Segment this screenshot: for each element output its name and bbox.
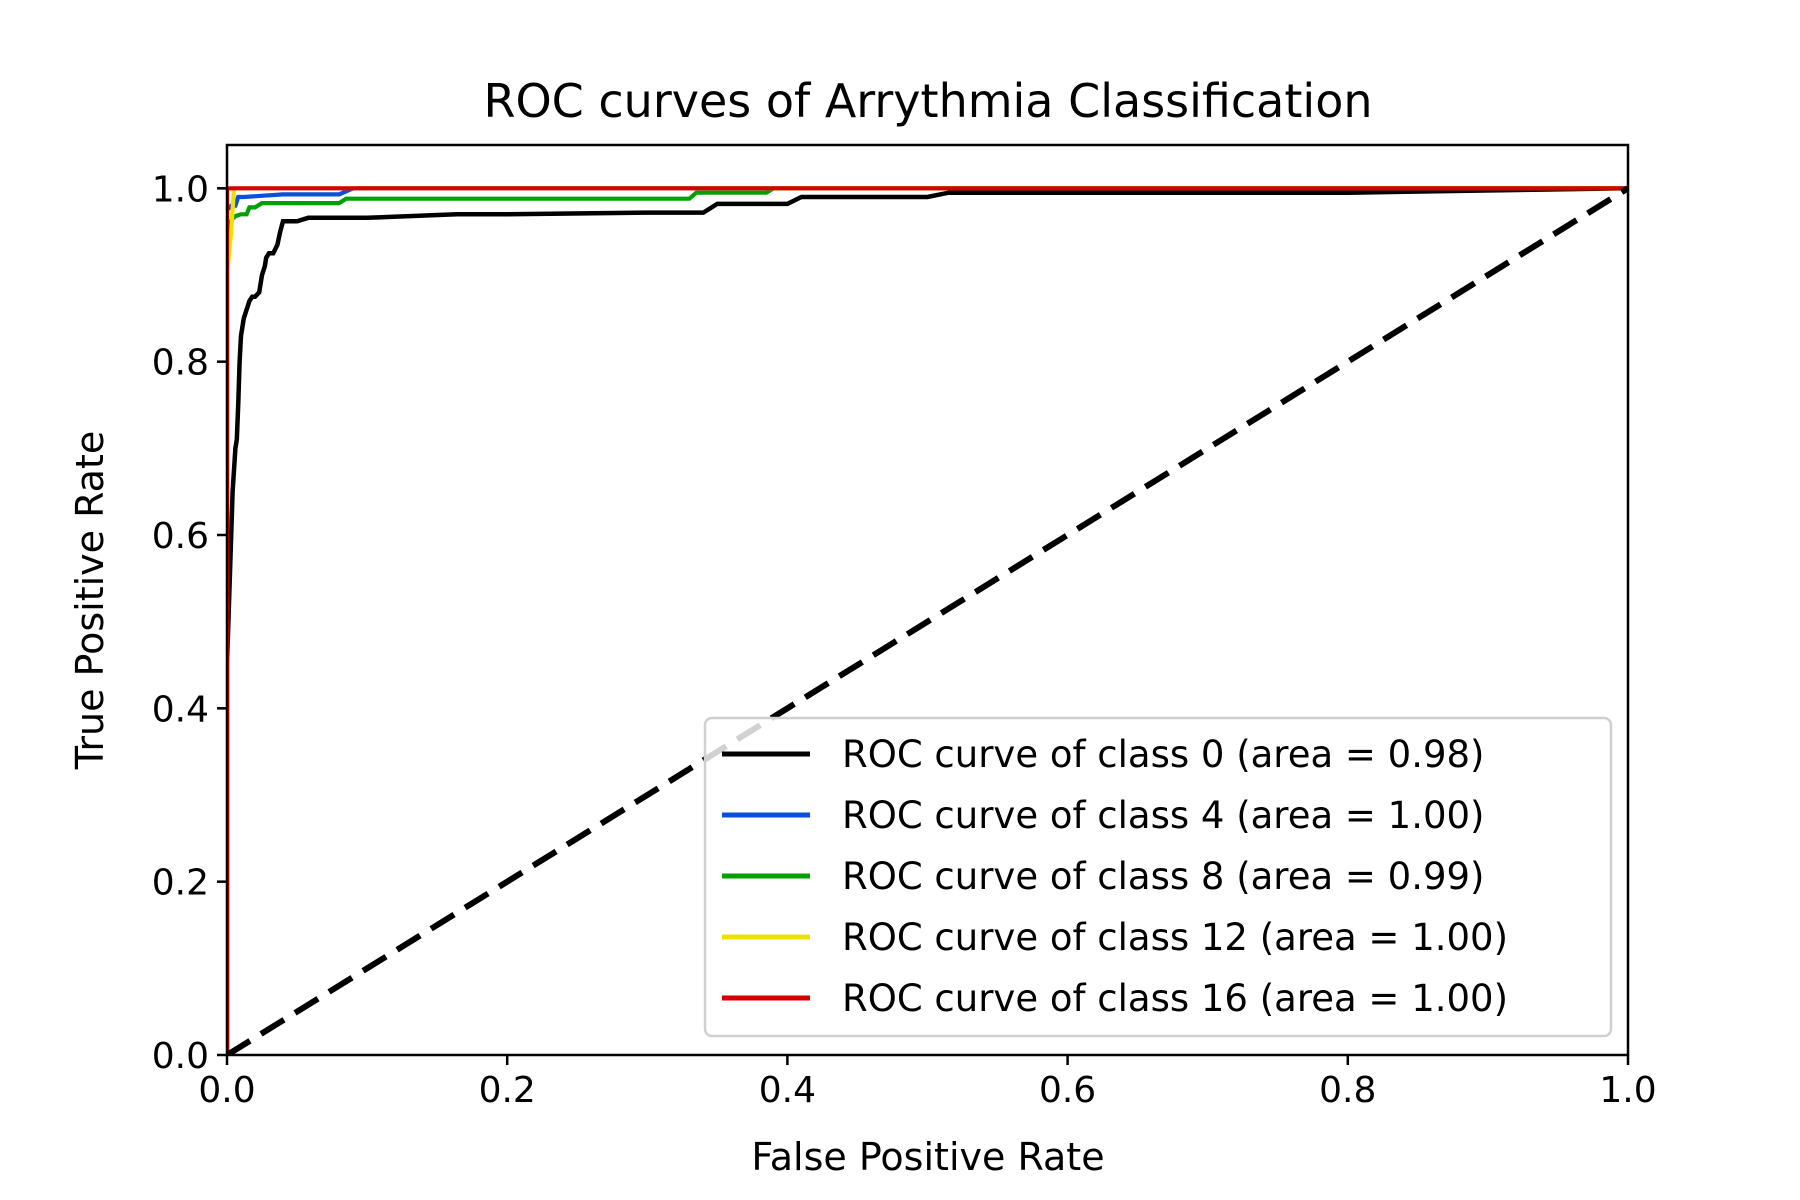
x-tick-label: 1.0 bbox=[1599, 1070, 1656, 1111]
y-tick-label: 1.0 bbox=[152, 169, 209, 210]
legend-label-3: ROC curve of class 12 (area = 1.00) bbox=[842, 916, 1508, 959]
legend: ROC curve of class 0 (area = 0.98) ROC cu… bbox=[703, 716, 1613, 1038]
axis-ticks: 0.0 0.2 0.4 0.6 0.8 1.0 0.0 0.2 0.4 0.6 0.8 1.0 bbox=[152, 169, 1657, 1111]
plot-area bbox=[227, 185, 1628, 1055]
legend-label-0: ROC curve of class 0 (area = 0.98) bbox=[842, 733, 1484, 776]
x-tick-label: 0.8 bbox=[1319, 1070, 1376, 1111]
series-line-4 bbox=[227, 186, 1628, 1055]
legend-label-4: ROC curve of class 16 (area = 1.00) bbox=[842, 977, 1508, 1020]
x-tick-label: 0.0 bbox=[198, 1070, 255, 1111]
y-tick-label: 0.8 bbox=[152, 343, 209, 384]
legend-box bbox=[703, 716, 1613, 1038]
x-axis-label: False Positive Rate bbox=[751, 1135, 1104, 1179]
chart-title: ROC curves of Arrythmia Classification bbox=[483, 74, 1372, 128]
y-tick-label: 0.6 bbox=[152, 516, 209, 557]
plot-frame bbox=[225, 143, 1630, 1057]
y-tick-label: 0.2 bbox=[152, 863, 209, 904]
x-tick-label: 0.4 bbox=[759, 1070, 816, 1111]
y-axis-label: True Positive Rate bbox=[68, 431, 112, 771]
plot-lines bbox=[227, 185, 1628, 1055]
legend-label-2: ROC curve of class 8 (area = 0.99) bbox=[842, 855, 1484, 898]
y-tick-label: 0.0 bbox=[152, 1036, 209, 1077]
y-tick-label: 0.4 bbox=[152, 689, 209, 730]
reference-diagonal-line bbox=[227, 185, 1628, 1055]
x-tick-label: 0.2 bbox=[479, 1070, 536, 1111]
x-tick-label: 0.6 bbox=[1039, 1070, 1096, 1111]
legend-label-1: ROC curve of class 4 (area = 1.00) bbox=[842, 794, 1484, 837]
series-line-0 bbox=[227, 186, 1628, 1055]
